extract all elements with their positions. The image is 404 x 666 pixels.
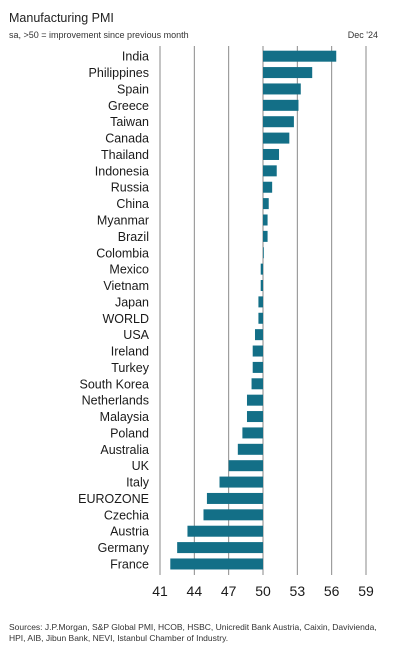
x-tick-label: 44 <box>187 583 203 599</box>
category-label: Colombia <box>96 246 149 260</box>
category-label: Italy <box>126 476 150 490</box>
bar <box>263 247 264 259</box>
bar <box>263 67 313 79</box>
category-label: UK <box>132 459 150 473</box>
bar <box>263 198 269 210</box>
bar <box>237 443 263 455</box>
x-tick-label: 41 <box>152 583 168 599</box>
category-label: Turkey <box>111 361 149 375</box>
bar <box>260 280 263 292</box>
category-label: USA <box>123 328 149 342</box>
category-label: China <box>116 197 149 211</box>
bar <box>246 411 263 423</box>
bar <box>263 165 277 177</box>
category-label: Myanmar <box>97 213 149 227</box>
category-label: Australia <box>100 443 149 457</box>
bar <box>187 525 263 537</box>
bar-chart: India Philippines Spain Greece Taiwan Canada T… <box>78 46 374 599</box>
category-label: Czechia <box>104 508 149 522</box>
category-label: Vietnam <box>103 279 149 293</box>
bar <box>263 148 280 160</box>
bar <box>246 394 263 406</box>
category-label: Philippines <box>89 66 149 80</box>
bar <box>263 83 301 95</box>
bar <box>263 181 273 193</box>
bar <box>263 214 268 226</box>
category-label: Malaysia <box>100 410 149 424</box>
x-tick-label: 56 <box>324 583 340 599</box>
bar <box>203 509 263 521</box>
bar <box>263 132 290 144</box>
category-label: Brazil <box>118 230 149 244</box>
x-tick-label: 50 <box>255 583 271 599</box>
category-label: Netherlands <box>82 394 149 408</box>
bar <box>258 296 263 308</box>
bar <box>242 427 263 439</box>
category-label: Russia <box>111 181 149 195</box>
category-label: Japan <box>115 295 149 309</box>
chart-title: Manufacturing PMI <box>9 11 114 25</box>
category-label: Mexico <box>109 263 149 277</box>
bar <box>228 460 263 472</box>
bar <box>206 492 263 504</box>
chart-date: Dec '24 <box>347 30 378 40</box>
bar <box>219 476 263 488</box>
category-label: Indonesia <box>95 164 149 178</box>
bar <box>252 345 263 357</box>
category-label: Greece <box>108 99 149 113</box>
category-label: Ireland <box>111 345 149 359</box>
category-label: Thailand <box>101 148 149 162</box>
bar <box>260 263 263 275</box>
x-tick-label: 59 <box>358 583 374 599</box>
category-label: India <box>122 50 149 64</box>
bar <box>254 329 263 341</box>
bar <box>263 99 299 111</box>
category-label: Taiwan <box>110 115 149 129</box>
category-label: Germany <box>98 541 150 555</box>
bar <box>251 378 263 390</box>
source-note: Sources: J.P.Morgan, S&P Global PMI, HCO… <box>9 622 377 643</box>
category-label: EUROZONE <box>78 492 149 506</box>
category-label: WORLD <box>102 312 149 326</box>
category-label: France <box>110 557 149 571</box>
x-tick-label: 53 <box>290 583 306 599</box>
category-label: Canada <box>105 132 149 146</box>
bar <box>177 542 263 554</box>
category-label: Poland <box>110 426 149 440</box>
bar <box>170 558 263 570</box>
bar <box>252 361 263 373</box>
bar <box>258 312 263 324</box>
category-label: South Korea <box>80 377 150 391</box>
bar <box>263 50 337 62</box>
category-label: Austria <box>110 525 149 539</box>
bar <box>263 230 268 242</box>
category-label: Spain <box>117 82 149 96</box>
bar <box>263 116 294 128</box>
x-tick-label: 47 <box>221 583 237 599</box>
chart-subtitle: sa, >50 = improvement since previous mon… <box>9 30 189 40</box>
